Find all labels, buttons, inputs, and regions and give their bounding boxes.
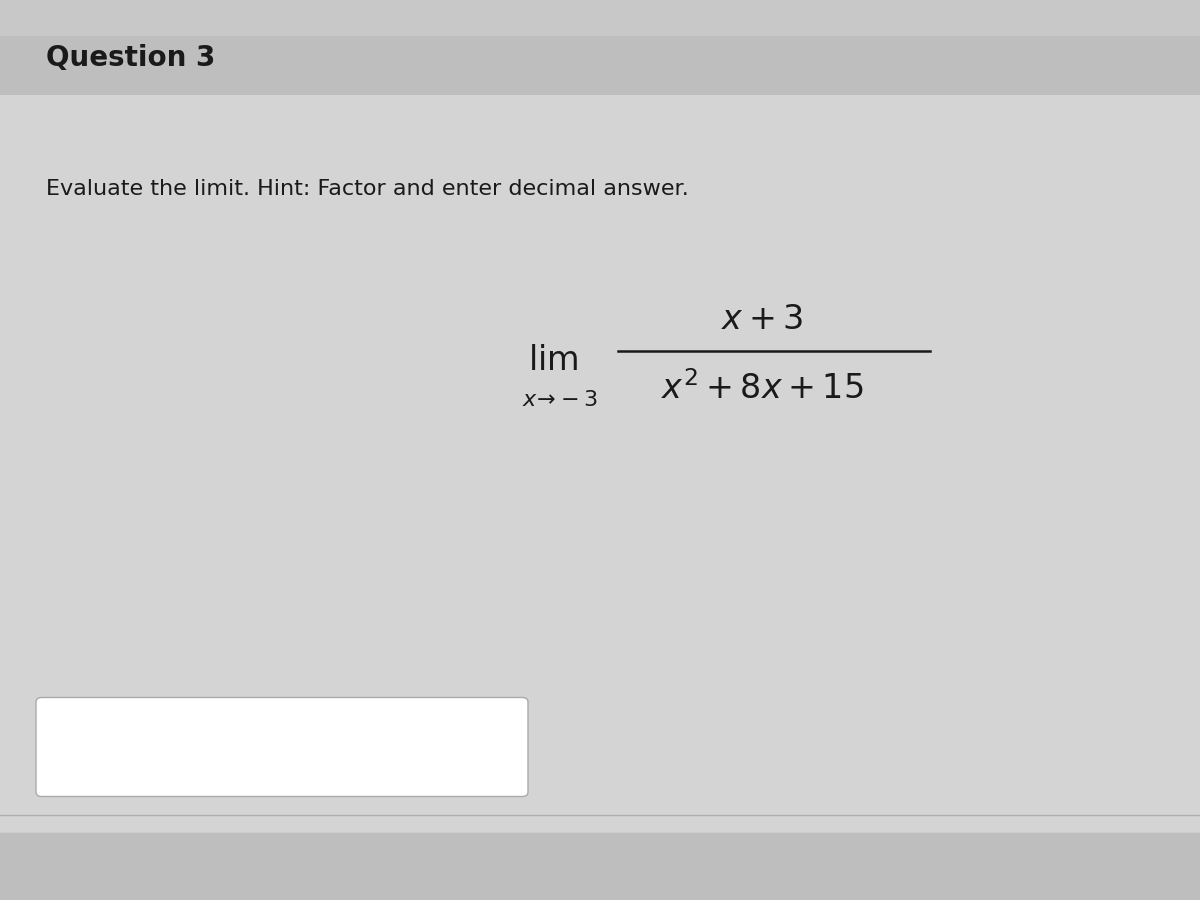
Text: $x^2 + 8x + 15$: $x^2 + 8x + 15$ [661, 372, 863, 406]
FancyBboxPatch shape [36, 698, 528, 796]
Text: Evaluate the limit. Hint: Factor and enter decimal answer.: Evaluate the limit. Hint: Factor and ent… [46, 179, 689, 199]
Text: $x + 3$: $x + 3$ [721, 303, 803, 336]
Text: $x\!\rightarrow\!-3$: $x\!\rightarrow\!-3$ [522, 391, 598, 410]
Bar [0, 36, 1200, 94]
Text: $\mathrm{lim}$: $\mathrm{lim}$ [528, 344, 578, 376]
Bar [0, 45, 1200, 837]
Bar [0, 832, 1200, 900]
Text: Question 3: Question 3 [46, 44, 215, 73]
